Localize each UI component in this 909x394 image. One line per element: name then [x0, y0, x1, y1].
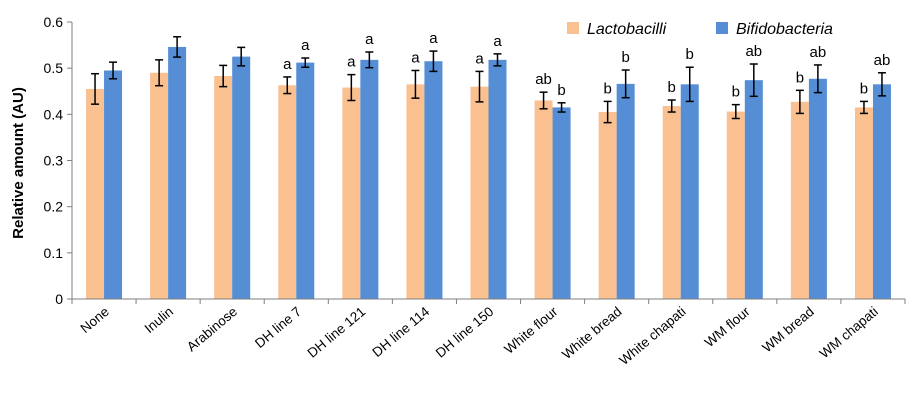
legend-label-bifidobacteria: Bifidobacteria: [736, 21, 833, 38]
significance-label: ab: [535, 71, 552, 88]
significance-label: a: [411, 49, 420, 66]
x-tick-label: DH line 150: [433, 304, 497, 361]
legend-swatch-lactobacilli: [567, 22, 579, 34]
y-tick-label: 0.1: [44, 245, 64, 261]
significance-label: b: [860, 80, 868, 97]
significance-label: a: [283, 56, 292, 73]
x-tick-label: Inulin: [142, 304, 176, 336]
bar-lactobacilli: [598, 112, 617, 300]
bar-bifidobacteria: [744, 80, 763, 299]
x-tick-label: DH line 114: [369, 303, 432, 360]
bar-lactobacilli: [150, 72, 169, 300]
x-tick-label: WM bread: [759, 304, 816, 356]
significance-label: a: [365, 31, 374, 48]
bar-lactobacilli: [86, 88, 105, 299]
y-tick-label: 0: [55, 291, 63, 307]
legend-label-lactobacilli: Lactobacilli: [587, 21, 667, 38]
bar-lactobacilli: [342, 87, 361, 299]
y-axis: 0 0.1 0.2 0.3 0.4 0.5 0.6: [44, 14, 73, 307]
x-tick-label: Arabinose: [184, 304, 240, 355]
bar-lactobacilli: [214, 76, 233, 299]
legend: Lactobacilli Bifidobacteria: [567, 21, 833, 38]
bar-lactobacilli: [854, 107, 873, 300]
bar-lactobacilli: [534, 100, 553, 299]
y-tick-label: 0.4: [44, 106, 64, 122]
bar-bifidobacteria: [168, 46, 187, 300]
x-tick-label: None: [78, 304, 112, 336]
x-tick-label: White flour: [501, 303, 560, 356]
significance-label: b: [796, 69, 804, 86]
significance-label: ab: [874, 52, 891, 69]
x-tick-label: DH line 121: [305, 304, 369, 361]
significance-label: b: [668, 79, 676, 96]
bar-lactobacilli: [470, 86, 489, 299]
significance-label: ab: [745, 43, 762, 60]
significance-label: ab: [810, 44, 827, 61]
bar-bifidobacteria: [104, 70, 123, 299]
x-axis: None Inulin Arabinose DH line 7 DH line 121 D…: [71, 298, 906, 368]
bar-bifidobacteria: [296, 62, 315, 300]
x-tick-label: White bread: [559, 304, 624, 362]
bar-bifidobacteria: [232, 56, 251, 299]
significance-label: a: [475, 50, 484, 67]
bar-bifidobacteria: [424, 61, 443, 299]
significance-label: b: [557, 82, 565, 99]
y-tick-label: 0.6: [44, 14, 64, 30]
bar-bifidobacteria: [552, 107, 571, 300]
bar-bifidobacteria: [616, 83, 635, 299]
bar-lactobacilli: [406, 84, 425, 299]
bar-lactobacilli: [662, 106, 681, 299]
bar-bifidobacteria: [488, 59, 507, 300]
significance-label: a: [347, 54, 356, 71]
legend-swatch-bifidobacteria: [716, 22, 728, 34]
bar-bifidobacteria: [808, 78, 827, 299]
y-axis-label: Relative amount (AU): [10, 87, 27, 239]
significance-label: b: [621, 49, 629, 66]
x-tick-label: WM flour: [702, 303, 753, 350]
bar-bifidobacteria: [872, 84, 891, 299]
significance-label: a: [429, 30, 438, 47]
x-tick-label: DH line 7: [252, 304, 304, 351]
significance-label: a: [493, 33, 502, 50]
x-tick-label: WM chapati: [817, 304, 881, 361]
bar-lactobacilli: [726, 111, 745, 300]
bar-bifidobacteria: [680, 84, 699, 299]
y-tick-label: 0.3: [44, 153, 64, 169]
bar-lactobacilli: [278, 85, 297, 299]
significance-label: b: [686, 46, 694, 63]
significance-label: b: [603, 80, 611, 97]
x-tick-label: White chapati: [616, 304, 688, 368]
significance-label: b: [732, 84, 740, 101]
y-tick-label: 0.5: [44, 60, 64, 76]
bar-bifidobacteria: [360, 59, 379, 300]
significance-label: a: [301, 37, 310, 54]
y-tick-label: 0.2: [44, 199, 64, 215]
bar-lactobacilli: [790, 101, 809, 299]
